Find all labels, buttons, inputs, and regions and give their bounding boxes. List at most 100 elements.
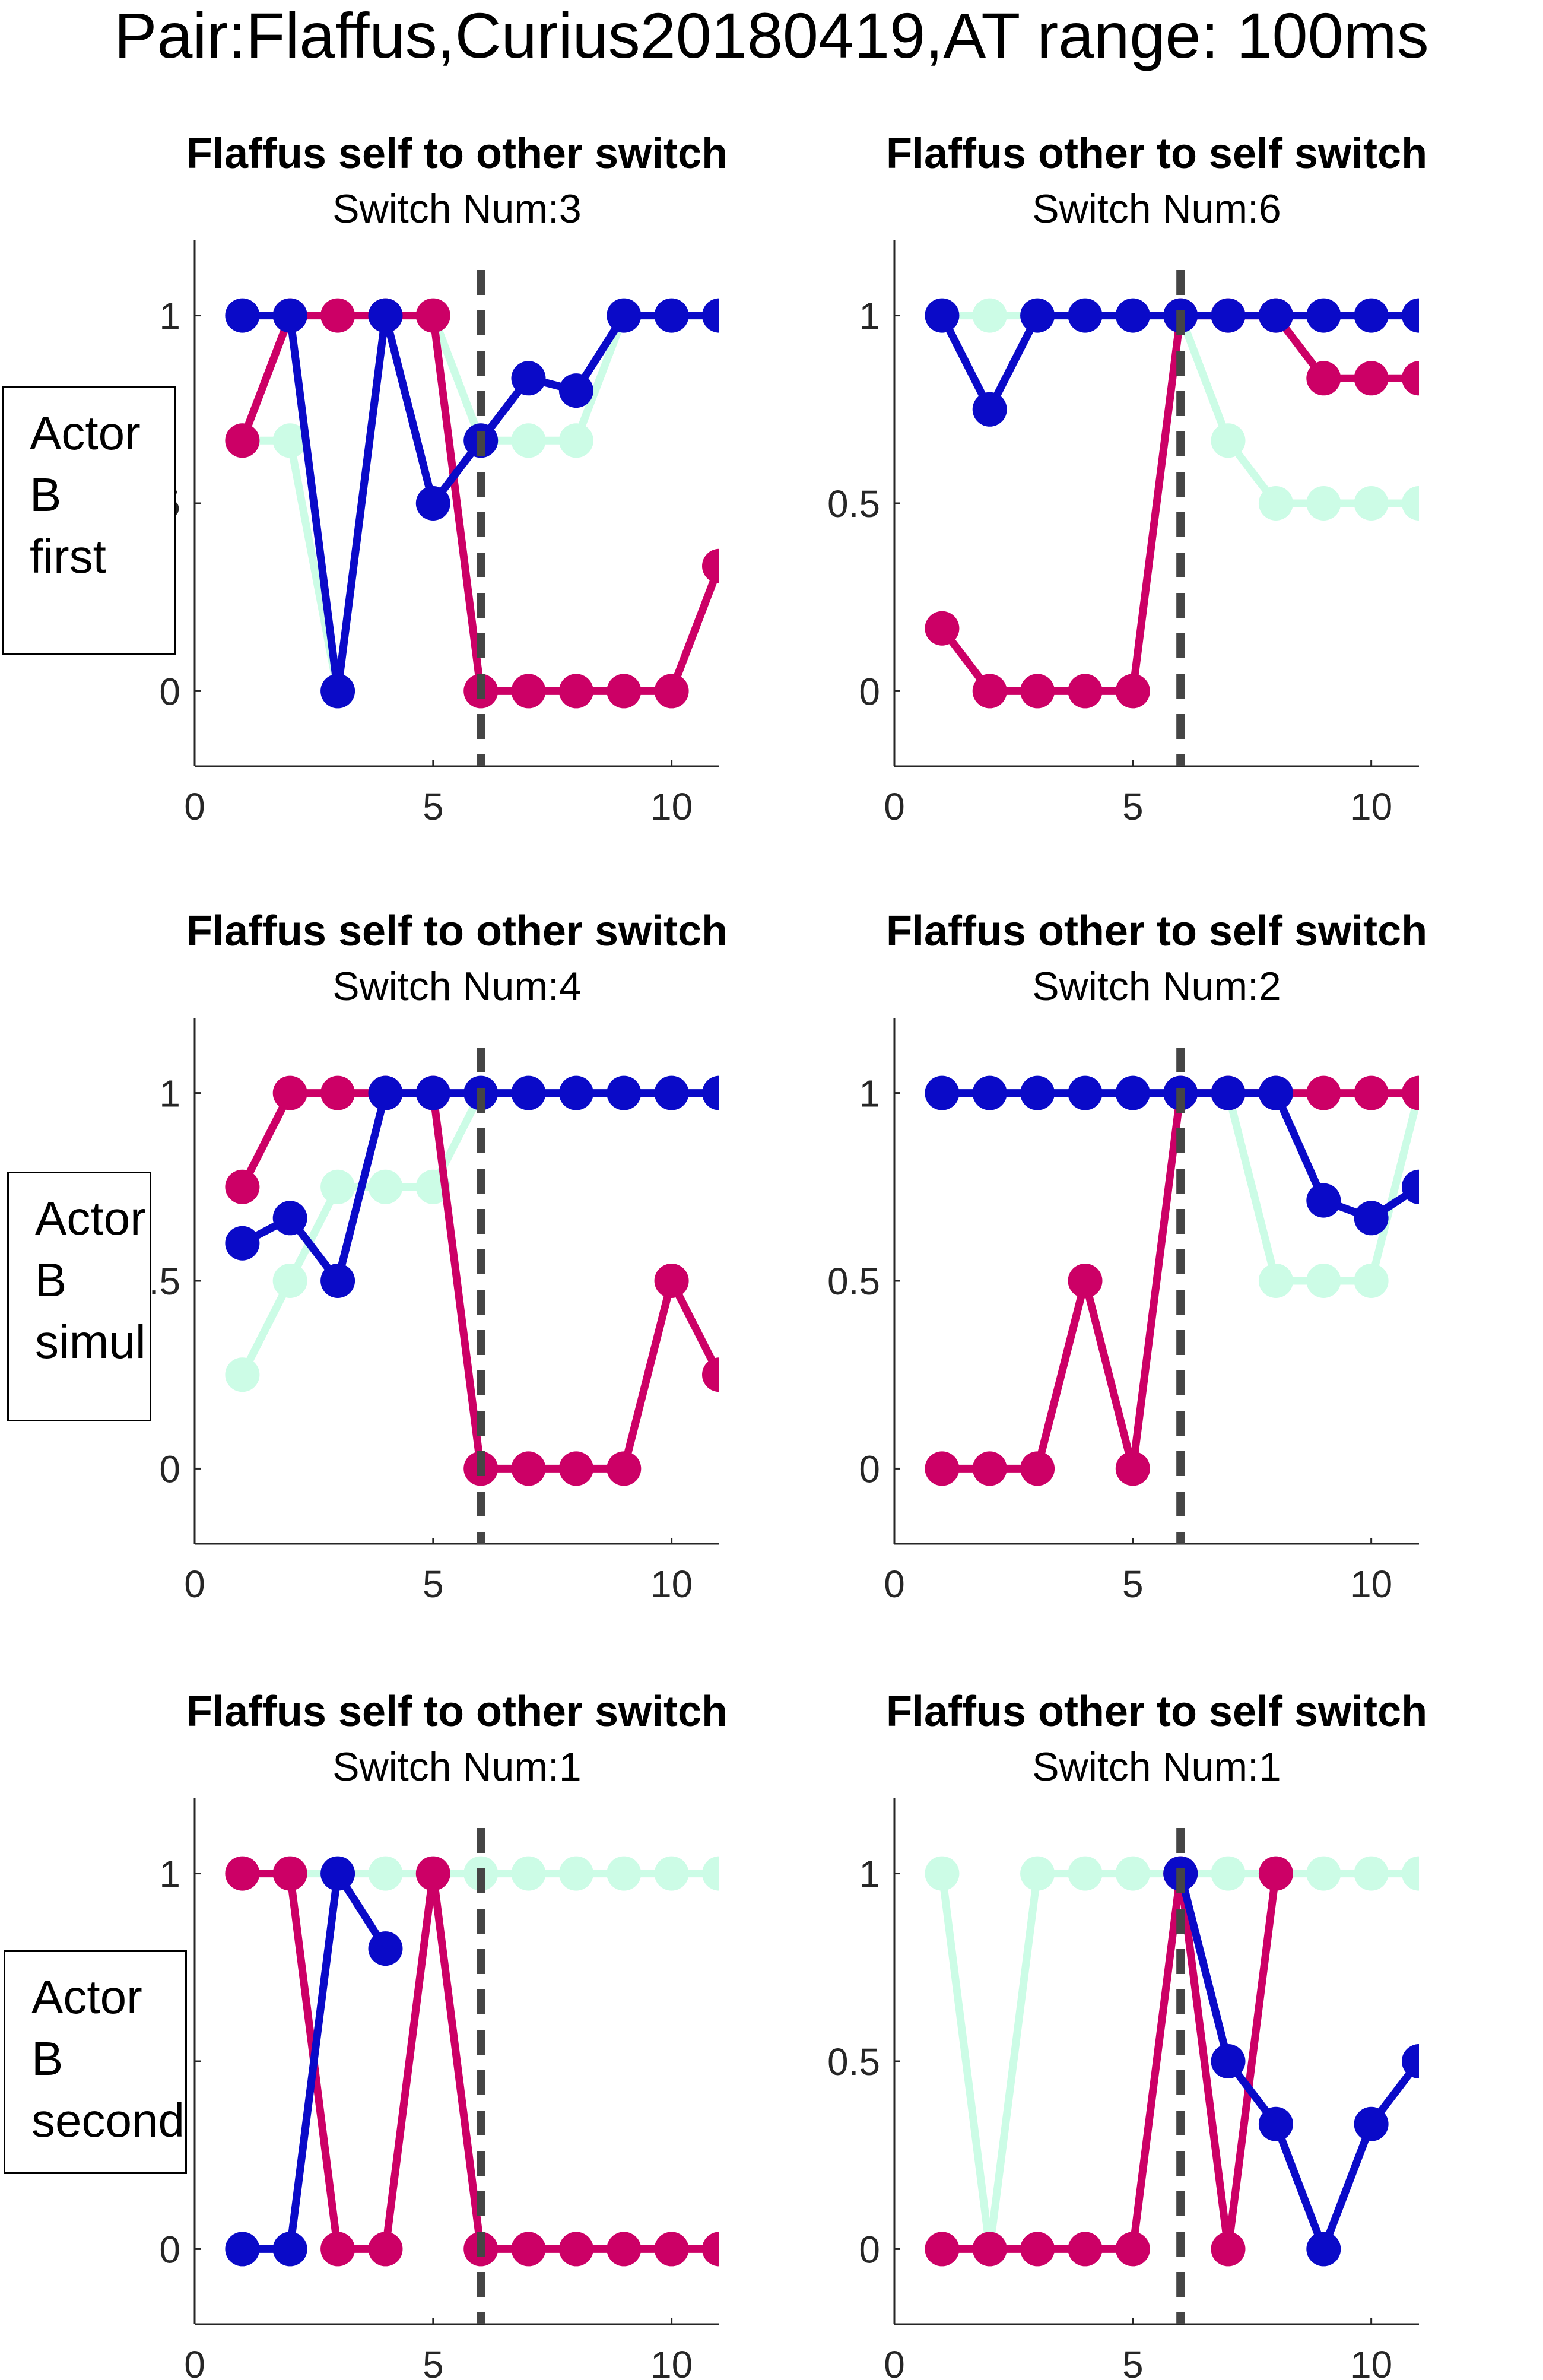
data-point-blue (368, 298, 403, 333)
data-point-mint (925, 1856, 960, 1891)
data-point-mint (1211, 1856, 1246, 1891)
x-tick-label: 0 (884, 785, 905, 828)
data-point-mint (1068, 1856, 1103, 1891)
data-point-mint (1354, 486, 1389, 521)
plot-area (925, 1075, 1419, 1486)
data-point-magenta (225, 1856, 260, 1891)
data-point-magenta (558, 1451, 593, 1486)
data-point-mint (225, 1357, 260, 1392)
data-point-magenta (272, 1075, 307, 1110)
y-tick-label: 0.5 (827, 483, 880, 525)
data-point-blue (1068, 298, 1103, 333)
data-point-blue (607, 298, 642, 333)
y-tick-label: 0 (859, 1448, 880, 1490)
row-label-second-line1: Actor (31, 1970, 142, 2023)
data-point-mint (558, 423, 593, 458)
data-point-blue (272, 1201, 307, 1236)
data-point-blue (368, 1931, 403, 1966)
panel-5: Flaffus self to other switch Switch Num:1… (128, 1688, 728, 2380)
data-point-magenta (368, 2232, 403, 2267)
row-label-first-line2: B (30, 468, 62, 521)
row-label-first: Actor B first (2, 386, 176, 655)
x-tick-label: 0 (184, 1563, 205, 1605)
x-tick-label: 10 (650, 2343, 693, 2380)
data-point-mint (511, 423, 546, 458)
data-point-blue (1306, 298, 1341, 333)
data-point-blue (320, 674, 355, 709)
data-point-mint (607, 1856, 642, 1891)
data-point-blue (1402, 2044, 1419, 2078)
x-tick-label: 5 (1122, 1563, 1144, 1605)
data-point-blue (1258, 1075, 1293, 1110)
panel-2: Flaffus other to self switch Switch Num:6… (827, 130, 1427, 828)
data-point-magenta (1115, 674, 1150, 709)
data-point-blue (1354, 2106, 1389, 2141)
y-tick-label: 0.5 (827, 1260, 880, 1303)
data-point-magenta (320, 298, 355, 333)
data-point-magenta (511, 674, 546, 709)
data-point-mint (1306, 1856, 1341, 1891)
data-point-magenta (925, 2232, 960, 2267)
row-label-simul-line3: simul (35, 1315, 146, 1368)
data-point-magenta (415, 298, 450, 333)
x-tick-label: 5 (1122, 785, 1144, 828)
data-point-magenta (320, 1075, 355, 1110)
data-point-magenta (702, 548, 719, 583)
data-point-magenta (654, 1264, 689, 1298)
data-point-blue (1258, 2106, 1293, 2141)
data-point-magenta (1068, 674, 1103, 709)
data-point-mint (272, 1264, 307, 1298)
panel-subtitle: Switch Num:3 (332, 186, 581, 231)
data-point-mint (511, 1856, 546, 1891)
panel-title: Flaffus self to other switch (186, 1688, 728, 1735)
data-point-blue (1354, 1201, 1389, 1236)
data-point-magenta (1402, 1075, 1419, 1110)
data-point-blue (1306, 2232, 1341, 2267)
row-label-simul-line2: B (35, 1254, 67, 1306)
data-point-mint (654, 1856, 689, 1891)
data-point-magenta (607, 674, 642, 709)
data-point-blue (1211, 2044, 1246, 2078)
panel-subtitle: Switch Num:1 (332, 1744, 581, 1789)
data-point-mint (1306, 1264, 1341, 1298)
data-point-magenta (1068, 1264, 1103, 1298)
data-point-magenta (225, 1169, 260, 1204)
data-point-blue (272, 298, 307, 333)
y-tick-label: 1 (859, 295, 880, 338)
x-tick-label: 0 (184, 785, 205, 828)
panel-title: Flaffus self to other switch (186, 130, 728, 177)
data-point-magenta (1402, 361, 1419, 396)
panel-subtitle: Switch Num:2 (1032, 964, 1281, 1009)
data-point-blue (607, 1075, 642, 1110)
row-label-first-line1: Actor (30, 407, 141, 459)
data-point-magenta (654, 674, 689, 709)
data-point-blue (415, 486, 450, 521)
data-point-mint (1115, 1856, 1150, 1891)
data-point-magenta (511, 2232, 546, 2267)
x-tick-label: 5 (423, 1563, 444, 1605)
data-point-blue (272, 2232, 307, 2267)
y-tick-label: 0 (159, 2228, 180, 2271)
data-point-magenta (1115, 1451, 1150, 1486)
data-point-magenta (1211, 2232, 1246, 2267)
y-tick-label: 1 (159, 1072, 180, 1115)
data-point-blue (320, 1264, 355, 1298)
data-point-blue (654, 1075, 689, 1110)
data-point-mint (368, 1169, 403, 1204)
series-line-blue (238, 1870, 389, 2253)
data-point-magenta (1306, 1075, 1341, 1110)
data-point-blue (225, 1226, 260, 1261)
data-point-magenta (1354, 361, 1389, 396)
panel-3: Flaffus self to other switch Switch Num:4… (128, 907, 728, 1605)
panel-subtitle: Switch Num:1 (1032, 1744, 1281, 1789)
x-tick-label: 10 (650, 785, 693, 828)
data-point-mint (272, 423, 307, 458)
row-label-simul: Actor B simul (7, 1172, 151, 1421)
data-point-mint (1402, 1856, 1419, 1891)
data-point-magenta (702, 1357, 719, 1392)
x-tick-label: 10 (1350, 1563, 1392, 1605)
x-tick-label: 0 (884, 2343, 905, 2380)
y-tick-label: 1 (159, 295, 180, 338)
data-point-magenta (972, 2232, 1007, 2267)
